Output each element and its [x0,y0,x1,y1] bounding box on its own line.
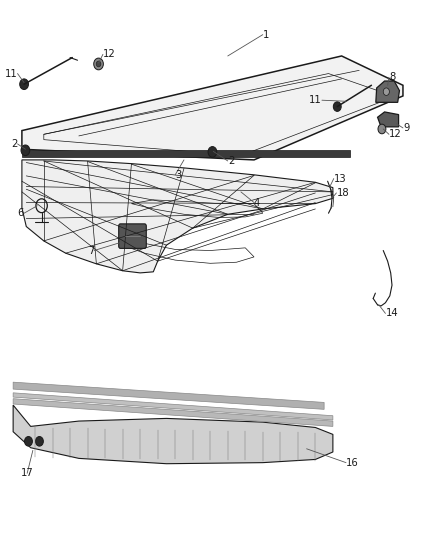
Text: 18: 18 [336,188,349,198]
FancyBboxPatch shape [119,224,146,248]
Text: 12: 12 [389,130,402,139]
Text: 8: 8 [389,72,395,82]
Circle shape [96,61,101,67]
Circle shape [35,437,43,446]
Circle shape [333,102,341,111]
Polygon shape [22,150,350,157]
Text: 1: 1 [263,30,269,39]
Polygon shape [22,56,403,160]
Text: 7: 7 [88,246,94,255]
Circle shape [25,437,32,446]
Polygon shape [13,399,333,426]
Circle shape [20,79,28,90]
Circle shape [208,147,217,157]
Circle shape [94,58,103,70]
Text: 13: 13 [334,174,346,183]
Text: 11: 11 [309,95,322,105]
Text: 6: 6 [18,208,24,218]
Text: 16: 16 [346,458,359,467]
Text: 4: 4 [254,198,260,207]
Polygon shape [13,405,333,464]
Text: 3: 3 [175,170,181,180]
Polygon shape [376,81,399,102]
Polygon shape [13,393,333,420]
Text: 11: 11 [5,69,18,78]
Circle shape [21,145,30,156]
Text: 12: 12 [103,50,116,59]
Polygon shape [22,160,333,273]
Polygon shape [13,382,324,409]
Text: 2: 2 [228,156,234,166]
Text: 9: 9 [403,123,410,133]
Circle shape [378,124,386,134]
Text: 17: 17 [21,469,34,478]
Polygon shape [378,112,399,127]
Text: 2: 2 [11,139,18,149]
Circle shape [383,88,389,95]
Text: 14: 14 [385,309,398,318]
